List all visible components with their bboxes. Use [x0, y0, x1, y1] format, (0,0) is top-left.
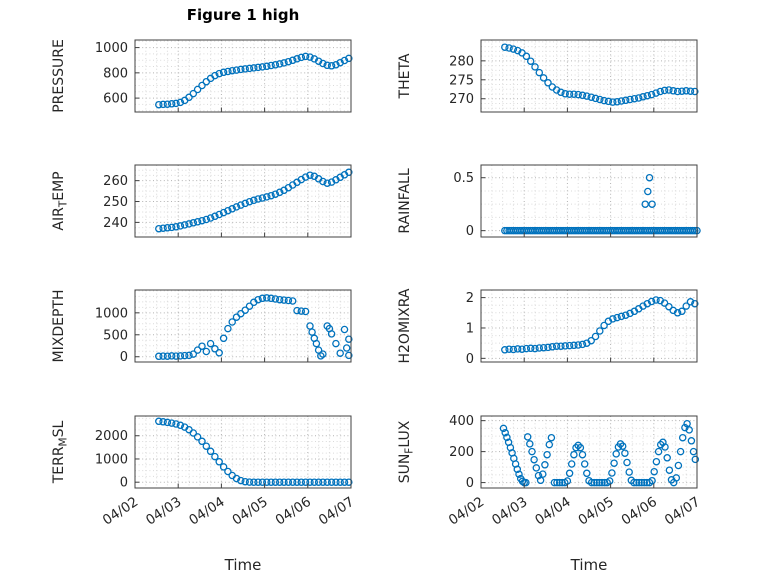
theta-ylabel: THETA	[397, 53, 413, 99]
x-axis-label-left: Time	[224, 556, 262, 574]
y-tick-label: 1000	[95, 306, 128, 321]
subplot-theta: 270 275 280 THETA	[393, 36, 705, 116]
air-temp-markers	[155, 168, 353, 233]
rainfall-ylabel: RAINFALL	[397, 168, 413, 233]
x-tick-label: 04/07	[316, 494, 357, 529]
tick-marks	[480, 297, 698, 362]
y-tick-label: 0	[466, 352, 474, 366]
y-tick-label: 0	[466, 476, 474, 491]
h2omixra-markers	[501, 296, 699, 354]
x-tick-label: 04/02	[100, 494, 141, 529]
pressure-markers	[155, 52, 353, 109]
y-tick-label: 0	[120, 350, 128, 365]
y-tick-label: 1	[466, 321, 474, 336]
h2omixra-ylabel: H2OMIXRA	[397, 288, 413, 363]
sun-flux-markers	[499, 419, 700, 487]
mixdepth-plot: 0 500 1000 MIXDEPTH	[51, 289, 353, 365]
axes-box	[134, 415, 352, 489]
y-tick-label: 0	[466, 224, 474, 239]
subplot-terr-msl: 0 1000 2000 TERRMSL 04/02 04/03 04/04 04/05 04/0…	[47, 412, 359, 548]
sun-flux-ylabel: SUNFLUX	[397, 420, 416, 483]
y-tick-label: 275	[449, 73, 474, 88]
x-tick-label: 04/04	[186, 494, 227, 529]
y-tick-label: 280	[449, 54, 474, 69]
mixdepth-ylabel: MIXDEPTH	[51, 290, 67, 363]
theta-plot: 270 275 280 THETA	[397, 39, 699, 113]
x-tick-label: 04/06	[273, 494, 314, 529]
rainfall-plot: 0 0.5 RAINFALL	[397, 164, 701, 239]
air-temp-ylabel: AIRTEMP	[51, 171, 70, 230]
y-tick-label: 1000	[95, 452, 128, 467]
axes-box	[480, 415, 698, 489]
subplot-sun-flux: 0 200 400 SUNFLUX 04/02 04/03 04/04 04/05 04/06 0…	[393, 412, 705, 548]
y-tick-label: 2000	[95, 429, 128, 444]
y-tick-label: 200	[449, 445, 474, 460]
tick-marks	[134, 435, 352, 488]
axes-box	[134, 164, 352, 238]
x-tick-label: 04/02	[446, 494, 487, 529]
x-tick-label: 04/03	[143, 494, 184, 529]
subplot-air-temp: 240 250 260 AIRTEMP	[47, 161, 359, 241]
axes-box	[134, 289, 352, 363]
rainfall-markers	[501, 173, 701, 235]
minor-grid	[135, 290, 351, 362]
minor-grid	[481, 290, 697, 362]
y-tick-label: 250	[103, 195, 128, 210]
x-tick-label: 04/05	[575, 494, 616, 529]
sun-flux-plot: 0 200 400 SUNFLUX 04/02 04/03 04/04 04/05 04/06 0…	[397, 414, 703, 529]
y-tick-label: 2	[466, 291, 474, 306]
y-tick-label: 600	[103, 92, 128, 107]
y-tick-label: 500	[103, 328, 128, 343]
x-tick-label: 04/03	[489, 494, 530, 529]
y-tick-label: 260	[103, 174, 128, 189]
tick-marks	[134, 312, 352, 362]
axes-box	[480, 164, 698, 238]
axes-box	[480, 289, 698, 363]
y-tick-label: 1000	[95, 41, 128, 56]
tick-marks	[134, 180, 352, 237]
tick-marks	[480, 177, 698, 237]
tick-marks	[134, 47, 352, 112]
axes-box	[134, 39, 352, 113]
mixdepth-markers	[155, 294, 353, 361]
y-tick-label: 240	[103, 216, 128, 231]
x-tick-label: 04/06	[619, 494, 660, 529]
subplot-mixdepth: 0 500 1000 MIXDEPTH	[47, 286, 359, 366]
pressure-ylabel: PRESSURE	[51, 39, 67, 113]
x-tick-label: 04/04	[532, 494, 573, 529]
x-tick-label: 04/05	[229, 494, 270, 529]
x-tick-label: 04/07	[662, 494, 703, 529]
terr-msl-markers	[155, 417, 353, 486]
minor-grid	[135, 165, 351, 237]
figure-title: Figure 1 high	[186, 6, 300, 24]
terr-msl-ylabel: TERRMSL	[51, 420, 70, 484]
h2omixra-plot: 0 1 2 H2OMIXRA	[397, 288, 699, 366]
minor-grid	[481, 165, 697, 237]
y-tick-label: 0.5	[453, 171, 474, 186]
x-axis-label-right: Time	[570, 556, 608, 574]
theta-markers	[501, 43, 699, 106]
y-tick-label: 0	[120, 476, 128, 491]
y-tick-label: 270	[449, 92, 474, 107]
y-tick-label: 800	[103, 66, 128, 81]
minor-grid	[135, 416, 351, 488]
subplot-rainfall: 0 0.5 RAINFALL	[393, 161, 705, 241]
minor-grid	[481, 40, 697, 112]
subplot-h2omixra: 0 1 2 H2OMIXRA	[393, 286, 705, 366]
tick-marks	[480, 420, 698, 488]
y-tick-label: 400	[449, 414, 474, 429]
tick-marks	[480, 60, 698, 112]
pressure-plot: 600 800 1000 PRESSURE	[51, 39, 353, 113]
axes-box	[480, 39, 698, 113]
air-temp-plot: 240 250 260 AIRTEMP	[51, 164, 353, 238]
subplot-pressure: 600 800 1000 PRESSURE	[47, 36, 359, 116]
